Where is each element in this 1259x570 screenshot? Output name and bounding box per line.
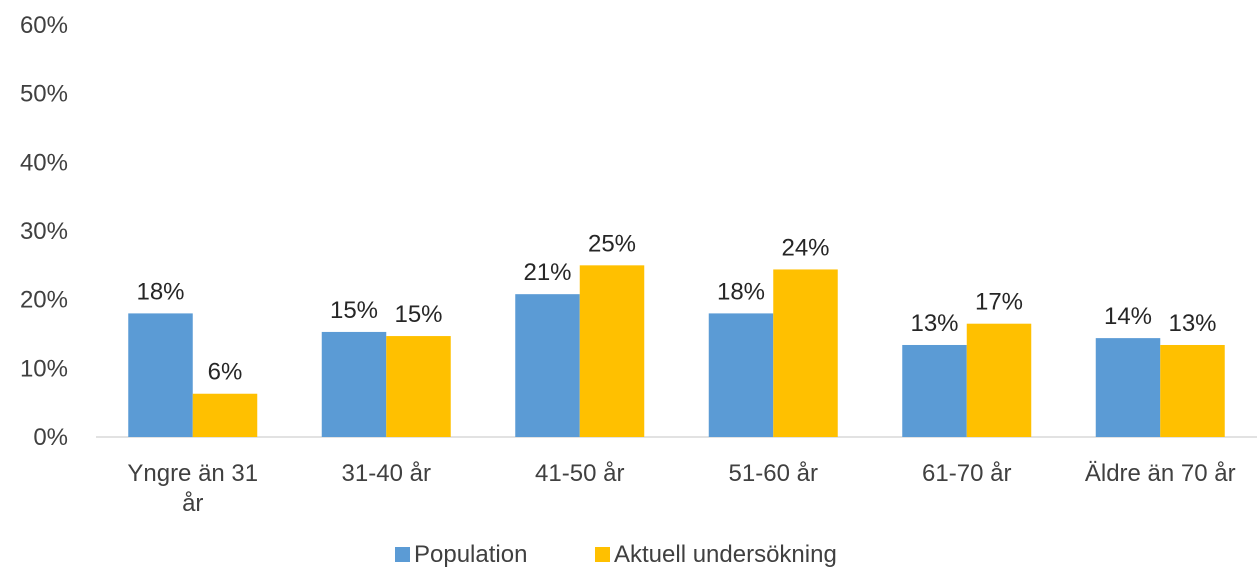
data-label: 24% — [781, 234, 829, 261]
bar-population — [1095, 338, 1161, 437]
x-tick-label: 31-40 år — [342, 460, 431, 487]
data-label: 18% — [717, 278, 765, 305]
data-label: 13% — [1168, 310, 1216, 337]
data-label: 14% — [1104, 303, 1152, 330]
bar-aktuell-undersokning — [966, 323, 1032, 437]
y-tick-label: 20% — [20, 287, 68, 314]
data-label: 18% — [136, 278, 184, 305]
bar-population — [128, 313, 193, 437]
x-tick-label: Yngre än 31 år — [127, 460, 258, 517]
bar-aktuell-undersokning — [773, 269, 838, 437]
data-label: 6% — [208, 359, 243, 386]
legend-label-aktuell-undersokning: Aktuell undersökning — [614, 541, 837, 568]
data-label: 15% — [394, 301, 442, 328]
y-tick-label: 0% — [33, 424, 68, 451]
x-tick-label: 41-50 år — [535, 460, 624, 487]
y-tick-label: 60% — [20, 12, 68, 39]
data-label: 13% — [910, 310, 958, 337]
legend-label-population: Population — [414, 541, 527, 568]
x-axis: Yngre än 31 år 31-40 år 41-50 år 51-60 år 61-… — [127, 460, 1235, 517]
data-label: 25% — [588, 230, 636, 257]
bar-population — [321, 331, 387, 437]
data-label: 21% — [523, 259, 571, 286]
bar-population — [515, 294, 580, 437]
bar-population — [902, 344, 967, 437]
data-label: 17% — [975, 289, 1023, 316]
bars: 18% 15% 21% 18% 13% 14% 6% 15% 25% 24% 17% 13% — [128, 230, 1225, 437]
bar-aktuell-undersokning — [579, 265, 645, 437]
legend-swatch-population — [395, 547, 410, 562]
bar-aktuell-undersokning — [1160, 344, 1225, 437]
y-tick-label: 30% — [20, 218, 68, 245]
y-tick-label: 50% — [20, 81, 68, 108]
data-label: 15% — [330, 297, 378, 324]
bar-aktuell-undersokning — [192, 393, 258, 437]
x-tick-label: 51-60 år — [729, 460, 818, 487]
bar-population — [708, 313, 774, 437]
bar-aktuell-undersokning — [386, 336, 451, 437]
y-tick-label: 10% — [20, 355, 68, 382]
y-axis: 0% 10% 20% 30% 40% 50% 60% — [20, 12, 68, 451]
x-tick-label: 61-70 år — [922, 460, 1011, 487]
x-tick-label: Äldre än 70 år — [1085, 460, 1236, 487]
y-tick-label: 40% — [20, 149, 68, 176]
legend: Population Aktuell undersökning — [395, 541, 837, 568]
legend-swatch-aktuell-undersokning — [595, 547, 610, 562]
